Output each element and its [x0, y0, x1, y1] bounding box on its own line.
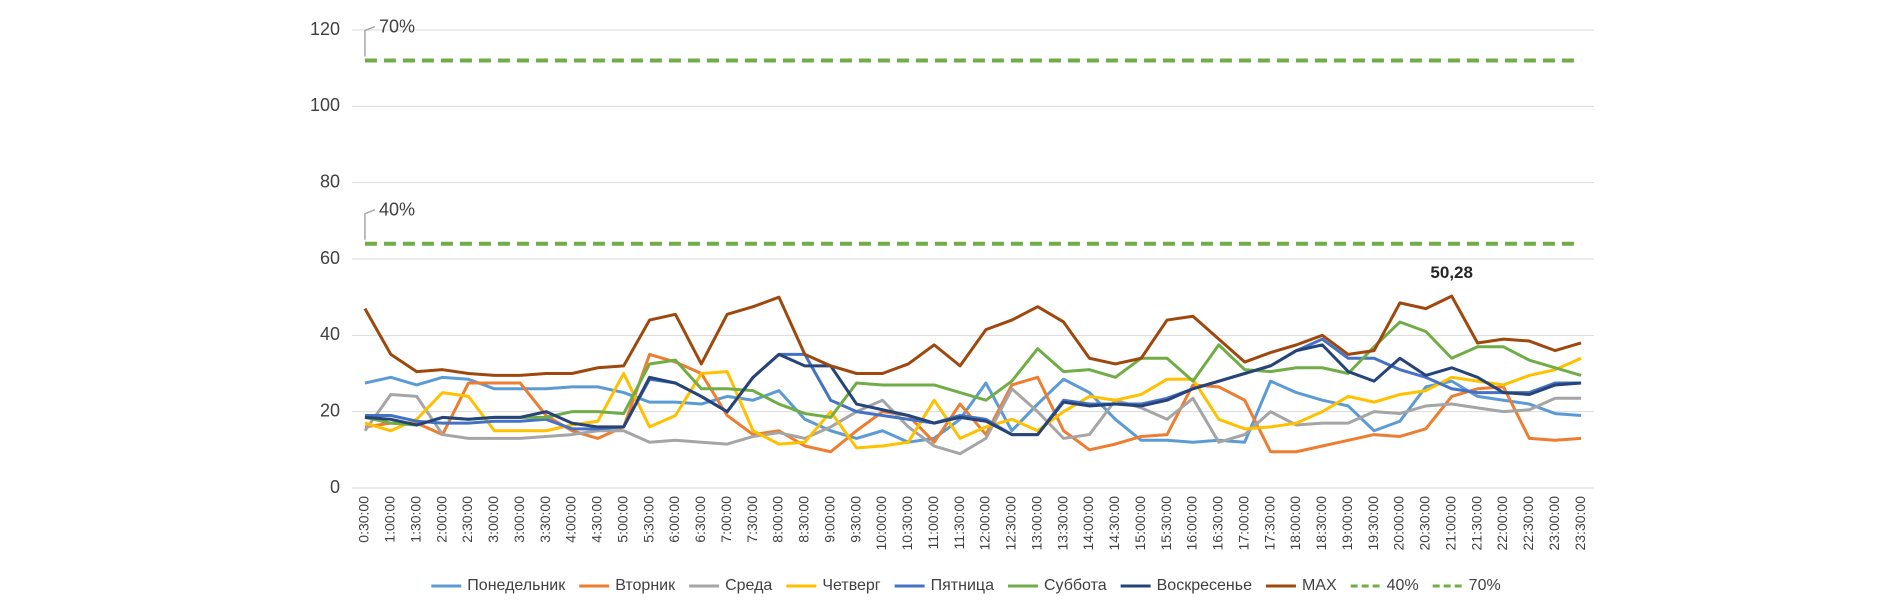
x-tick-label: 13:30:00: [1054, 496, 1070, 551]
legend-label: Пятница: [931, 577, 994, 594]
x-tick-label: 1:00:00: [382, 496, 398, 543]
y-tick-label: 60: [320, 248, 340, 268]
x-tick-label: 1:30:00: [407, 496, 423, 543]
x-tick-label: 5:30:00: [640, 496, 656, 543]
series-line: [364, 343, 1582, 437]
legend-label: Среда: [725, 577, 772, 594]
x-tick-label: 5:00:00: [614, 496, 630, 543]
x-tick-label: 3:00:00: [485, 496, 501, 543]
x-tick-label: 12:00:00: [977, 496, 993, 551]
legend-label: 40%: [1387, 577, 1419, 594]
x-tick-label: 17:00:00: [1235, 496, 1251, 551]
x-tick-label: 4:30:00: [589, 496, 605, 543]
x-tick-label: 3:30:00: [537, 496, 553, 543]
x-tick-label: 2:00:00: [433, 496, 449, 543]
x-tick-label: 10:00:00: [873, 496, 889, 551]
value-label: 50,28: [1430, 263, 1473, 282]
series-line: [364, 337, 1582, 437]
series-line: [364, 375, 1582, 444]
x-tick-label: 14:30:00: [1106, 496, 1122, 551]
x-tick-label: 14:00:00: [1080, 496, 1096, 551]
x-tick-label: 0:30:00: [356, 496, 372, 543]
x-tick-label: 6:30:00: [692, 496, 708, 543]
x-tick-label: 13:00:00: [1028, 496, 1044, 551]
legend-label: 70%: [1469, 577, 1501, 594]
x-tick-label: 6:00:00: [666, 496, 682, 543]
x-tick-label: 23:30:00: [1572, 496, 1588, 551]
x-tick-label: 19:00:00: [1339, 496, 1355, 551]
x-tick-label: 7:30:00: [744, 496, 760, 543]
x-tick-label: 17:30:00: [1261, 496, 1277, 551]
x-tick-label: 23:00:00: [1546, 496, 1562, 551]
y-tick-label: 20: [320, 400, 340, 420]
series-line: [363, 294, 1582, 377]
y-tick-label: 120: [310, 19, 340, 39]
legend-label: MAX: [1302, 577, 1337, 594]
x-tick-label: 11:30:00: [951, 496, 967, 550]
x-tick-label: 20:30:00: [1417, 496, 1433, 551]
x-tick-label: 20:00:00: [1391, 496, 1407, 551]
legend-label: Понедельник: [467, 577, 566, 594]
x-tick-label: 3:00:00: [511, 496, 527, 543]
x-tick-label: 16:00:00: [1184, 496, 1200, 551]
x-tick-label: 4:00:00: [563, 496, 579, 543]
annotation: 70%: [379, 17, 415, 37]
x-tick-label: 11:00:00: [925, 496, 941, 550]
annotation-leader: [364, 25, 376, 57]
x-tick-label: 19:30:00: [1365, 496, 1381, 551]
x-tick-label: 16:30:00: [1210, 496, 1226, 551]
x-tick-label: 21:30:00: [1468, 496, 1484, 551]
y-tick-label: 80: [320, 171, 340, 191]
annotation-leader: [364, 209, 376, 240]
x-tick-label: 8:30:00: [796, 496, 812, 543]
x-tick-label: 12:30:00: [1003, 496, 1019, 551]
x-tick-label: 8:00:00: [770, 496, 786, 543]
legend-label: Вторник: [615, 577, 676, 594]
legend-label: Четверг: [822, 577, 880, 594]
x-tick-label: 9:30:00: [847, 496, 863, 543]
x-tick-label: 18:00:00: [1287, 496, 1303, 551]
x-tick-label: 9:00:00: [821, 496, 837, 543]
x-tick-label: 7:00:00: [718, 496, 734, 543]
x-tick-label: 21:00:00: [1442, 496, 1458, 551]
y-tick-label: 40: [320, 324, 340, 344]
legend-label: Суббота: [1044, 577, 1107, 594]
x-tick-label: 15:30:00: [1158, 496, 1174, 551]
x-tick-label: 22:30:00: [1520, 496, 1536, 551]
y-tick-label: 100: [310, 95, 340, 115]
x-tick-label: 18:30:00: [1313, 496, 1329, 551]
x-tick-label: 22:00:00: [1494, 496, 1510, 551]
y-tick-label: 0: [330, 477, 340, 497]
series-line: [363, 387, 1582, 456]
legend-label: Воскресенье: [1157, 577, 1252, 594]
annotation: 40%: [379, 200, 415, 220]
x-tick-label: 2:30:00: [459, 496, 475, 543]
x-tick-label: 15:00:00: [1132, 496, 1148, 551]
x-tick-label: 10:30:00: [899, 496, 915, 551]
